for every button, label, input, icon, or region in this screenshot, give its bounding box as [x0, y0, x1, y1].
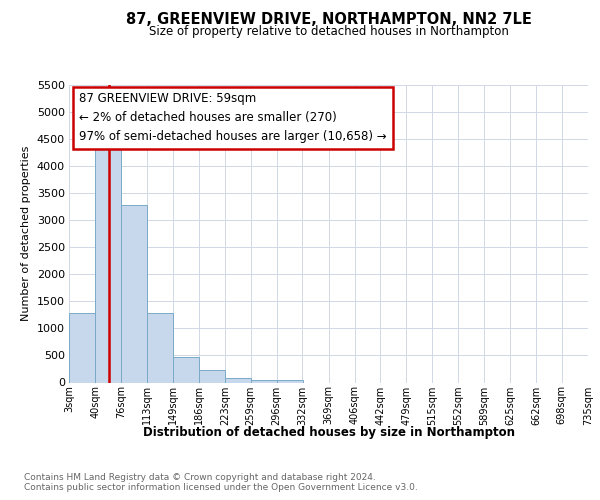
Bar: [199, 370, 225, 382]
Bar: [225, 378, 251, 382]
Text: 87 GREENVIEW DRIVE: 59sqm
← 2% of detached houses are smaller (270)
97% of semi-: 87 GREENVIEW DRIVE: 59sqm ← 2% of detach…: [79, 92, 387, 144]
Text: Contains public sector information licensed under the Open Government Licence v3: Contains public sector information licen…: [24, 484, 418, 492]
Bar: [173, 356, 199, 382]
Text: Size of property relative to detached houses in Northampton: Size of property relative to detached ho…: [149, 25, 509, 38]
Text: 87, GREENVIEW DRIVE, NORTHAMPTON, NN2 7LE: 87, GREENVIEW DRIVE, NORTHAMPTON, NN2 7L…: [126, 12, 532, 28]
Bar: [147, 314, 173, 382]
Y-axis label: Number of detached properties: Number of detached properties: [21, 146, 31, 322]
Bar: [95, 148, 121, 382]
Text: Distribution of detached houses by size in Northampton: Distribution of detached houses by size …: [143, 426, 515, 439]
Bar: [121, 205, 147, 382]
Bar: [69, 314, 95, 382]
Bar: [251, 380, 277, 382]
Bar: [277, 380, 303, 382]
Text: Contains HM Land Registry data © Crown copyright and database right 2024.: Contains HM Land Registry data © Crown c…: [24, 472, 376, 482]
